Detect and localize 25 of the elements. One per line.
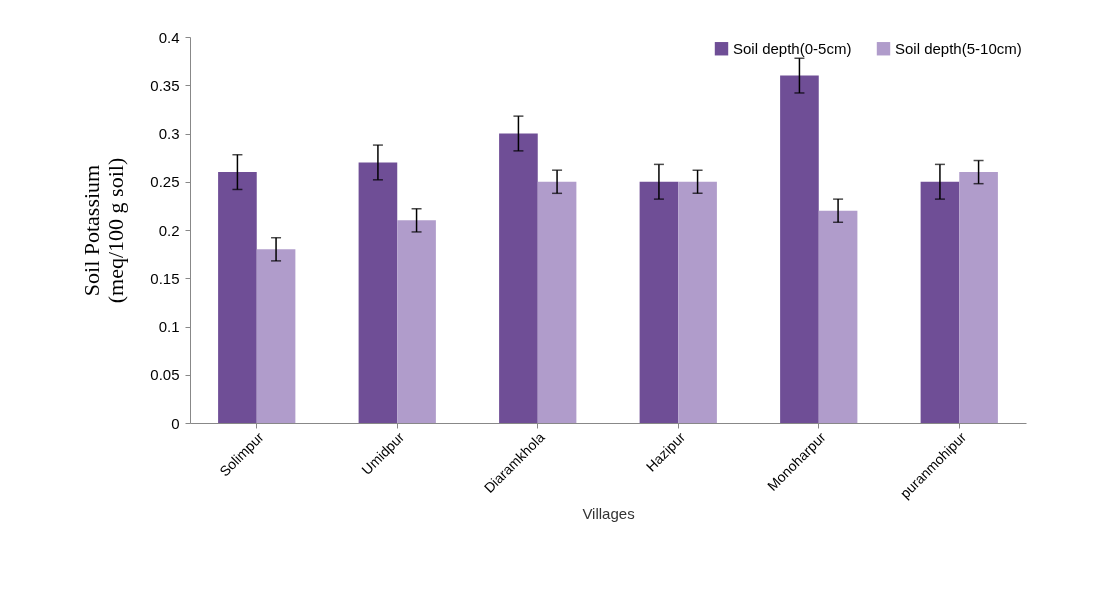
bar bbox=[499, 133, 538, 423]
y-tick-label: 0 bbox=[171, 414, 180, 432]
y-tick-label: 0.3 bbox=[158, 125, 180, 142]
bar bbox=[358, 162, 398, 423]
y-tick-label: 0.05 bbox=[150, 366, 180, 384]
bar bbox=[818, 210, 858, 423]
y-tick-label: 0.4 bbox=[158, 28, 180, 46]
legend-label: Soil depth(0-5cm) bbox=[733, 39, 852, 57]
bar bbox=[639, 181, 679, 423]
y-tick-label: 0.2 bbox=[158, 221, 180, 239]
bar bbox=[397, 220, 436, 423]
bar bbox=[959, 172, 998, 423]
bar bbox=[780, 75, 819, 423]
legend-label: Soil depth(5-10cm) bbox=[895, 39, 1022, 57]
y-tick-label: 0.15 bbox=[150, 269, 180, 287]
y-axis-title: Soil Potassium (meq/100 g soil) bbox=[79, 157, 129, 304]
y-tick-label: 0.1 bbox=[158, 318, 180, 335]
bar bbox=[537, 181, 577, 423]
y-tick-label: 0.35 bbox=[150, 76, 180, 94]
bar bbox=[218, 172, 257, 423]
y-tick-label: 0.25 bbox=[150, 173, 180, 191]
bar bbox=[256, 249, 296, 423]
bar bbox=[920, 181, 960, 423]
x-axis-title: Villages bbox=[582, 505, 635, 523]
bar bbox=[678, 181, 717, 423]
